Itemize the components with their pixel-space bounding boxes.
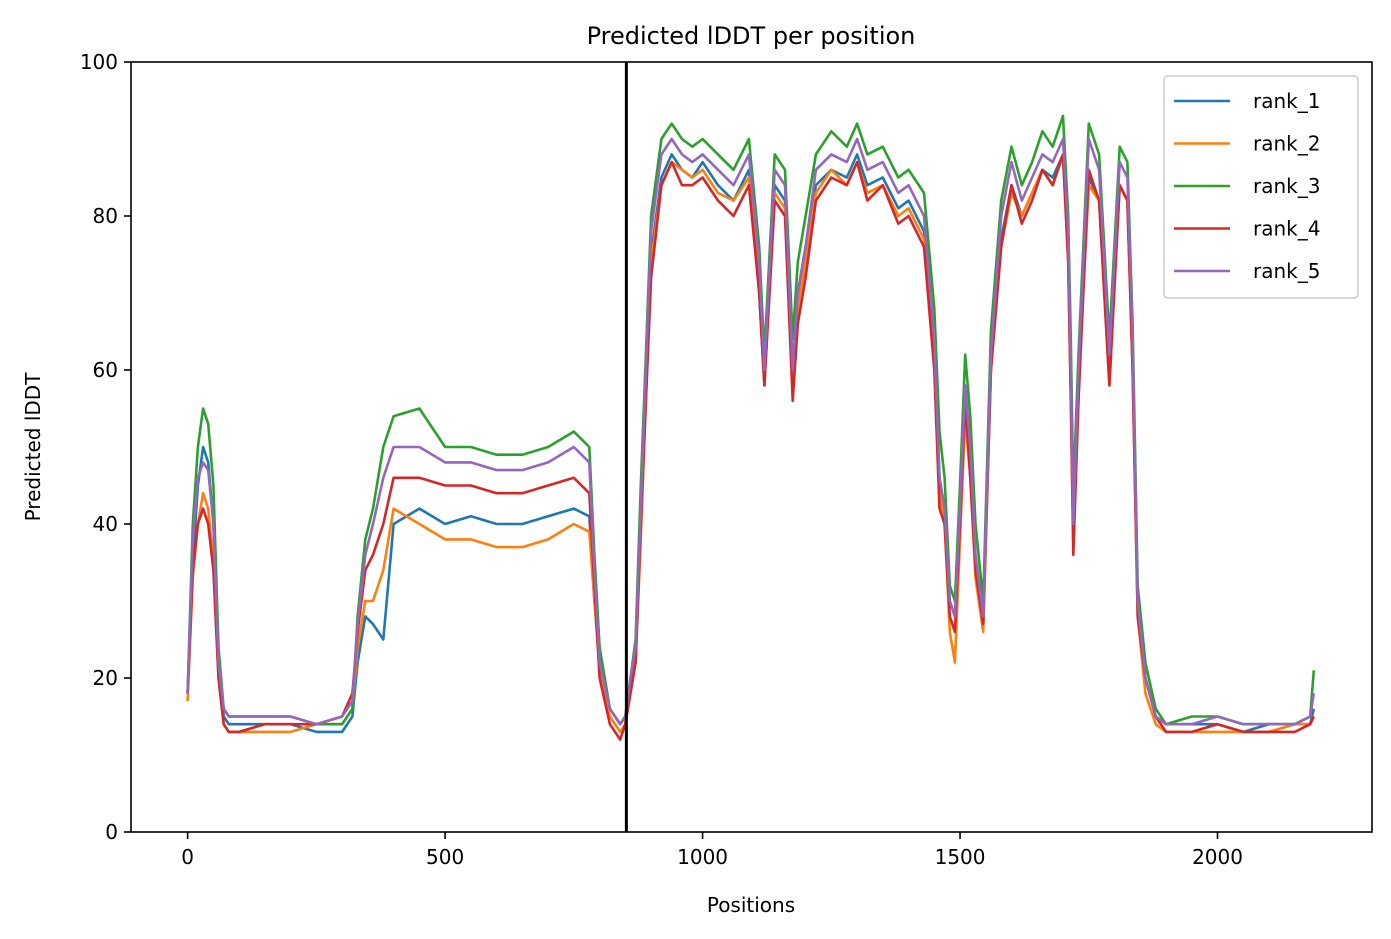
y-axis-ticks: 0 20 40 60 80 100 [80,50,131,844]
x-tick-label: 1500 [935,845,986,869]
x-tick-label: 500 [426,845,464,869]
x-tick-label: 1000 [677,845,728,869]
series-line-rank-5 [186,137,1316,726]
x-axis-label: Positions [707,893,795,917]
legend-box [1163,75,1359,299]
series-layer [186,114,1316,741]
legend-label-rank-5: rank_5 [1253,259,1320,283]
plot-frame [130,61,1373,833]
legend-label-rank-3: rank_3 [1253,174,1320,198]
y-tick-label: 40 [93,512,118,536]
legend-label-rank-1: rank_1 [1253,89,1320,113]
y-tick-label: 100 [80,50,118,74]
y-tick-label: 80 [93,204,118,228]
legend-label-rank-4: rank_4 [1253,217,1320,241]
series-line-rank-4 [186,153,1315,741]
y-tick-label: 60 [93,358,118,382]
legend: rank_1 rank_2 rank_3 rank_4 rank_5 [1163,75,1359,299]
x-axis-ticks: 0 500 1000 1500 2000 [181,832,1243,869]
x-tick-label: 2000 [1192,845,1243,869]
y-tick-label: 0 [105,820,118,844]
legend-label-rank-2: rank_2 [1253,132,1320,156]
x-tick-label: 0 [181,845,194,869]
legend-items: rank_1 rank_2 rank_3 rank_4 rank_5 [1174,89,1320,283]
y-axis-label: Predicted lDDT [21,372,45,522]
chart-title: Predicted lDDT per position [587,22,916,50]
y-tick-label: 20 [93,666,118,690]
